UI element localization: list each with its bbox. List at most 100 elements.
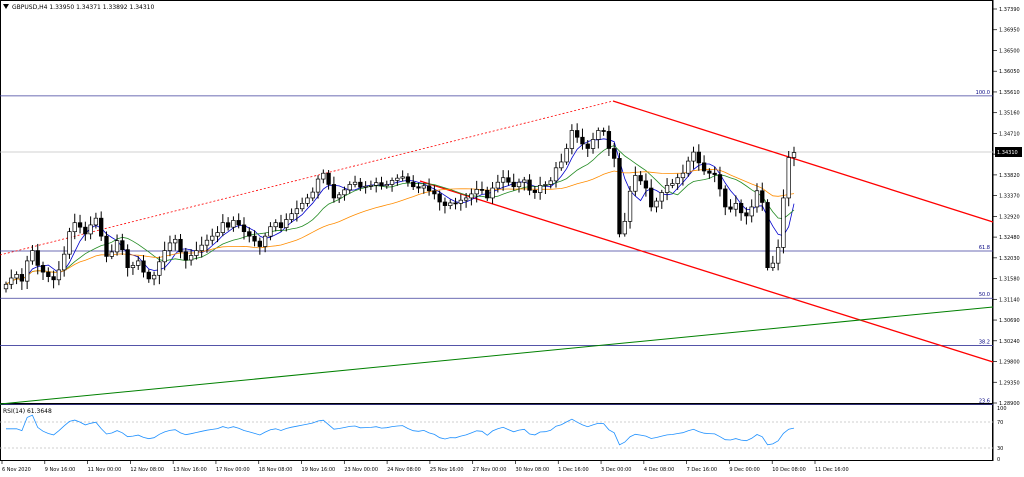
candle-body (400, 176, 405, 179)
candle-body (305, 197, 310, 204)
candle-body (590, 139, 596, 149)
time-tick-label: 25 Nov 16:00 (430, 467, 464, 473)
candle-body (337, 194, 342, 199)
candle-body (62, 253, 67, 271)
candle-body (326, 172, 331, 185)
time-tick-label: 23 Nov 00:00 (344, 467, 378, 473)
candle-body (511, 181, 516, 188)
candle-body (453, 202, 458, 205)
candle-body (88, 224, 93, 235)
candle-body (728, 206, 733, 210)
candle-body (56, 269, 62, 281)
chart-frame (0, 0, 994, 461)
candle-body (14, 274, 19, 279)
candle-body (72, 222, 77, 233)
price-tick-label: 1.35610 (999, 90, 1020, 96)
candle-body (426, 185, 432, 192)
channel-lower-line (419, 180, 994, 363)
candle-body (289, 213, 294, 220)
candle-body (664, 185, 670, 193)
current-price-tag: 1.34310 (995, 147, 1022, 157)
candle-body (162, 250, 167, 263)
candle-body (268, 226, 273, 237)
candle-body (601, 130, 606, 132)
candle-body (67, 231, 72, 255)
symbol-dropdown-icon[interactable] (3, 4, 9, 9)
candle-body (463, 197, 469, 201)
candle-body (432, 190, 437, 195)
candle-body (278, 222, 284, 228)
fib-level-label: 50.0 (979, 292, 990, 298)
candle-body (77, 222, 83, 228)
time-tick-label: 17 Nov 00:00 (216, 467, 250, 473)
fib-level-label: 61.8 (979, 245, 990, 251)
candle-body (411, 181, 416, 188)
time-tick-label: 30 Nov 08:00 (515, 467, 549, 473)
candle-body (231, 220, 236, 228)
price-tick-label: 1.32920 (999, 214, 1020, 220)
rsi-tick-70: 70 (997, 420, 1003, 426)
candle-body (83, 226, 88, 235)
candle-body (220, 222, 225, 233)
candle-body (352, 181, 358, 185)
current-price-label: 1.34310 (997, 150, 1018, 156)
candle-body (495, 181, 500, 189)
candle-body (458, 199, 463, 204)
candle-body (46, 271, 51, 277)
candle-body (617, 158, 622, 235)
rsi-tick-30: 30 (997, 446, 1003, 452)
candle-body (479, 189, 485, 191)
candle-body (760, 190, 765, 203)
candle-body (210, 235, 215, 241)
time-tick-label: 11 Dec 16:00 (815, 467, 849, 473)
time-tick-label: 24 Nov 08:00 (387, 467, 421, 473)
price-tick-label: 1.36500 (999, 48, 1020, 54)
candle-body (775, 247, 781, 264)
candle-body (141, 260, 146, 273)
candle-body (204, 239, 210, 246)
candle-body (30, 250, 35, 262)
price-axis: 1.37390 1.36950 1.36500 1.36050 1.35610 1.351… (993, 7, 1020, 407)
candle-body (575, 130, 580, 138)
time-tick-label: 9 Dec 00:00 (729, 467, 759, 473)
candle-body (247, 231, 252, 237)
time-tick-label: 4 Dec 08:00 (644, 467, 674, 473)
fib-level-label: 38.2 (979, 339, 990, 345)
time-axis: 6 Nov 2020 9 Nov 16:00 11 Nov 00:00 12 Nov … (1, 461, 849, 473)
candle-body (125, 249, 130, 269)
candle-body (707, 170, 712, 174)
fib-level-label: 100.0 (976, 90, 990, 96)
candle-body (321, 172, 326, 180)
candle-body (40, 265, 46, 273)
candle-body (395, 177, 400, 181)
header: GBPUSD,H4 1.33950 1.34371 1.33892 1.3431… (3, 4, 154, 11)
time-tick-label: 9 Nov 16:00 (45, 467, 76, 473)
candle-body (437, 193, 442, 203)
candle-body (315, 178, 321, 193)
candle-body (442, 201, 448, 206)
price-tick-label: 1.35160 (999, 111, 1020, 117)
channel-upper-line (612, 100, 994, 223)
candle-body (580, 136, 585, 145)
candle-body (19, 274, 25, 282)
candle-body (379, 182, 384, 187)
candle-body (786, 157, 791, 199)
candle-body (638, 175, 643, 182)
candle-body (506, 177, 511, 183)
price-tick-label: 1.33370 (999, 194, 1020, 200)
candle-body (273, 222, 278, 228)
candle-body (474, 189, 479, 195)
price-tick-label: 1.32480 (999, 235, 1020, 241)
candle-body (569, 130, 575, 149)
candle-body (215, 232, 220, 237)
time-tick-label: 6 Nov 2020 (2, 467, 31, 473)
candle-body (374, 182, 379, 186)
candle-body (723, 188, 728, 208)
candle-body (596, 130, 601, 140)
candle-body (537, 185, 543, 193)
candle-body (194, 250, 199, 256)
candle-body (564, 148, 569, 163)
candle-body (368, 185, 374, 187)
candle-body (104, 235, 109, 257)
